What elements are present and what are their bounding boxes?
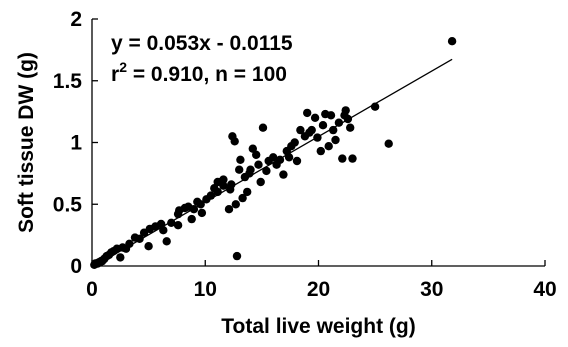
r2-superscript: 2 [119, 59, 127, 75]
data-point [116, 253, 125, 262]
data-point [230, 137, 239, 146]
data-point [210, 184, 219, 193]
data-point [447, 37, 457, 46]
data-point [338, 154, 347, 163]
data-point [248, 144, 257, 153]
data-point [331, 135, 340, 145]
data-point [144, 242, 153, 251]
data-point [324, 142, 333, 151]
data-point [318, 121, 328, 130]
y-tick-label: 1.5 [53, 70, 83, 93]
x-tick-label: 30 [420, 278, 443, 301]
x-axis-label: Total live weight (g) [221, 315, 415, 338]
data-point [219, 181, 228, 190]
data-point [173, 221, 183, 230]
data-point [243, 187, 252, 197]
data-point [125, 239, 134, 248]
regression-line [97, 58, 453, 265]
y-tick-label: 0 [70, 255, 82, 278]
data-point [258, 123, 268, 132]
data-point [316, 146, 325, 156]
x-tick-label: 10 [194, 278, 217, 301]
data-point [197, 208, 207, 218]
data-point [384, 139, 393, 148]
data-point [219, 175, 228, 184]
y-axis-label: Soft tissue DW (g) [15, 52, 38, 233]
data-point [348, 154, 357, 163]
axes: 0 10 20 30 40 0 0.5 1 1.5 2 [53, 8, 557, 301]
r2-prefix: r [111, 63, 119, 86]
plot-area [90, 37, 457, 269]
data-point [232, 251, 242, 261]
data-point [256, 177, 265, 187]
data-point [310, 113, 320, 123]
data-point [341, 106, 350, 115]
data-point [252, 150, 261, 159]
data-point [279, 170, 288, 179]
data-point [290, 138, 299, 147]
regression-stats: r2 = 0.910, n = 100 [111, 59, 287, 86]
x-tick-label: 40 [533, 278, 556, 301]
data-point [296, 125, 305, 135]
data-point [187, 214, 196, 224]
data-point [326, 111, 336, 120]
data-point [246, 165, 255, 174]
data-point [292, 156, 302, 166]
y-tick-label: 1 [70, 132, 82, 155]
regression-equation: y = 0.053x - 0.0115 [111, 32, 293, 55]
x-tick-label: 0 [86, 278, 98, 301]
data-point [329, 125, 338, 135]
data-point [224, 205, 234, 214]
data-point [269, 153, 278, 162]
data-point [346, 123, 355, 132]
data-point [235, 165, 244, 174]
y-tick-label: 0.5 [53, 193, 83, 216]
data-point [262, 166, 271, 176]
r2-value: = 0.910, n = 100 [127, 63, 287, 86]
data-point [231, 200, 240, 209]
data-point [334, 118, 344, 127]
y-tick-label: 2 [70, 8, 82, 31]
data-point [238, 193, 247, 203]
data-point [303, 108, 312, 118]
data-point [162, 237, 171, 246]
data-point [254, 160, 263, 169]
data-point [284, 153, 294, 162]
labels: Total live weight (g) Soft tissue DW (g)… [15, 32, 416, 338]
x-tick-label: 20 [307, 278, 330, 301]
data-point [236, 155, 245, 164]
data-point [227, 180, 236, 189]
data-point [305, 128, 314, 137]
